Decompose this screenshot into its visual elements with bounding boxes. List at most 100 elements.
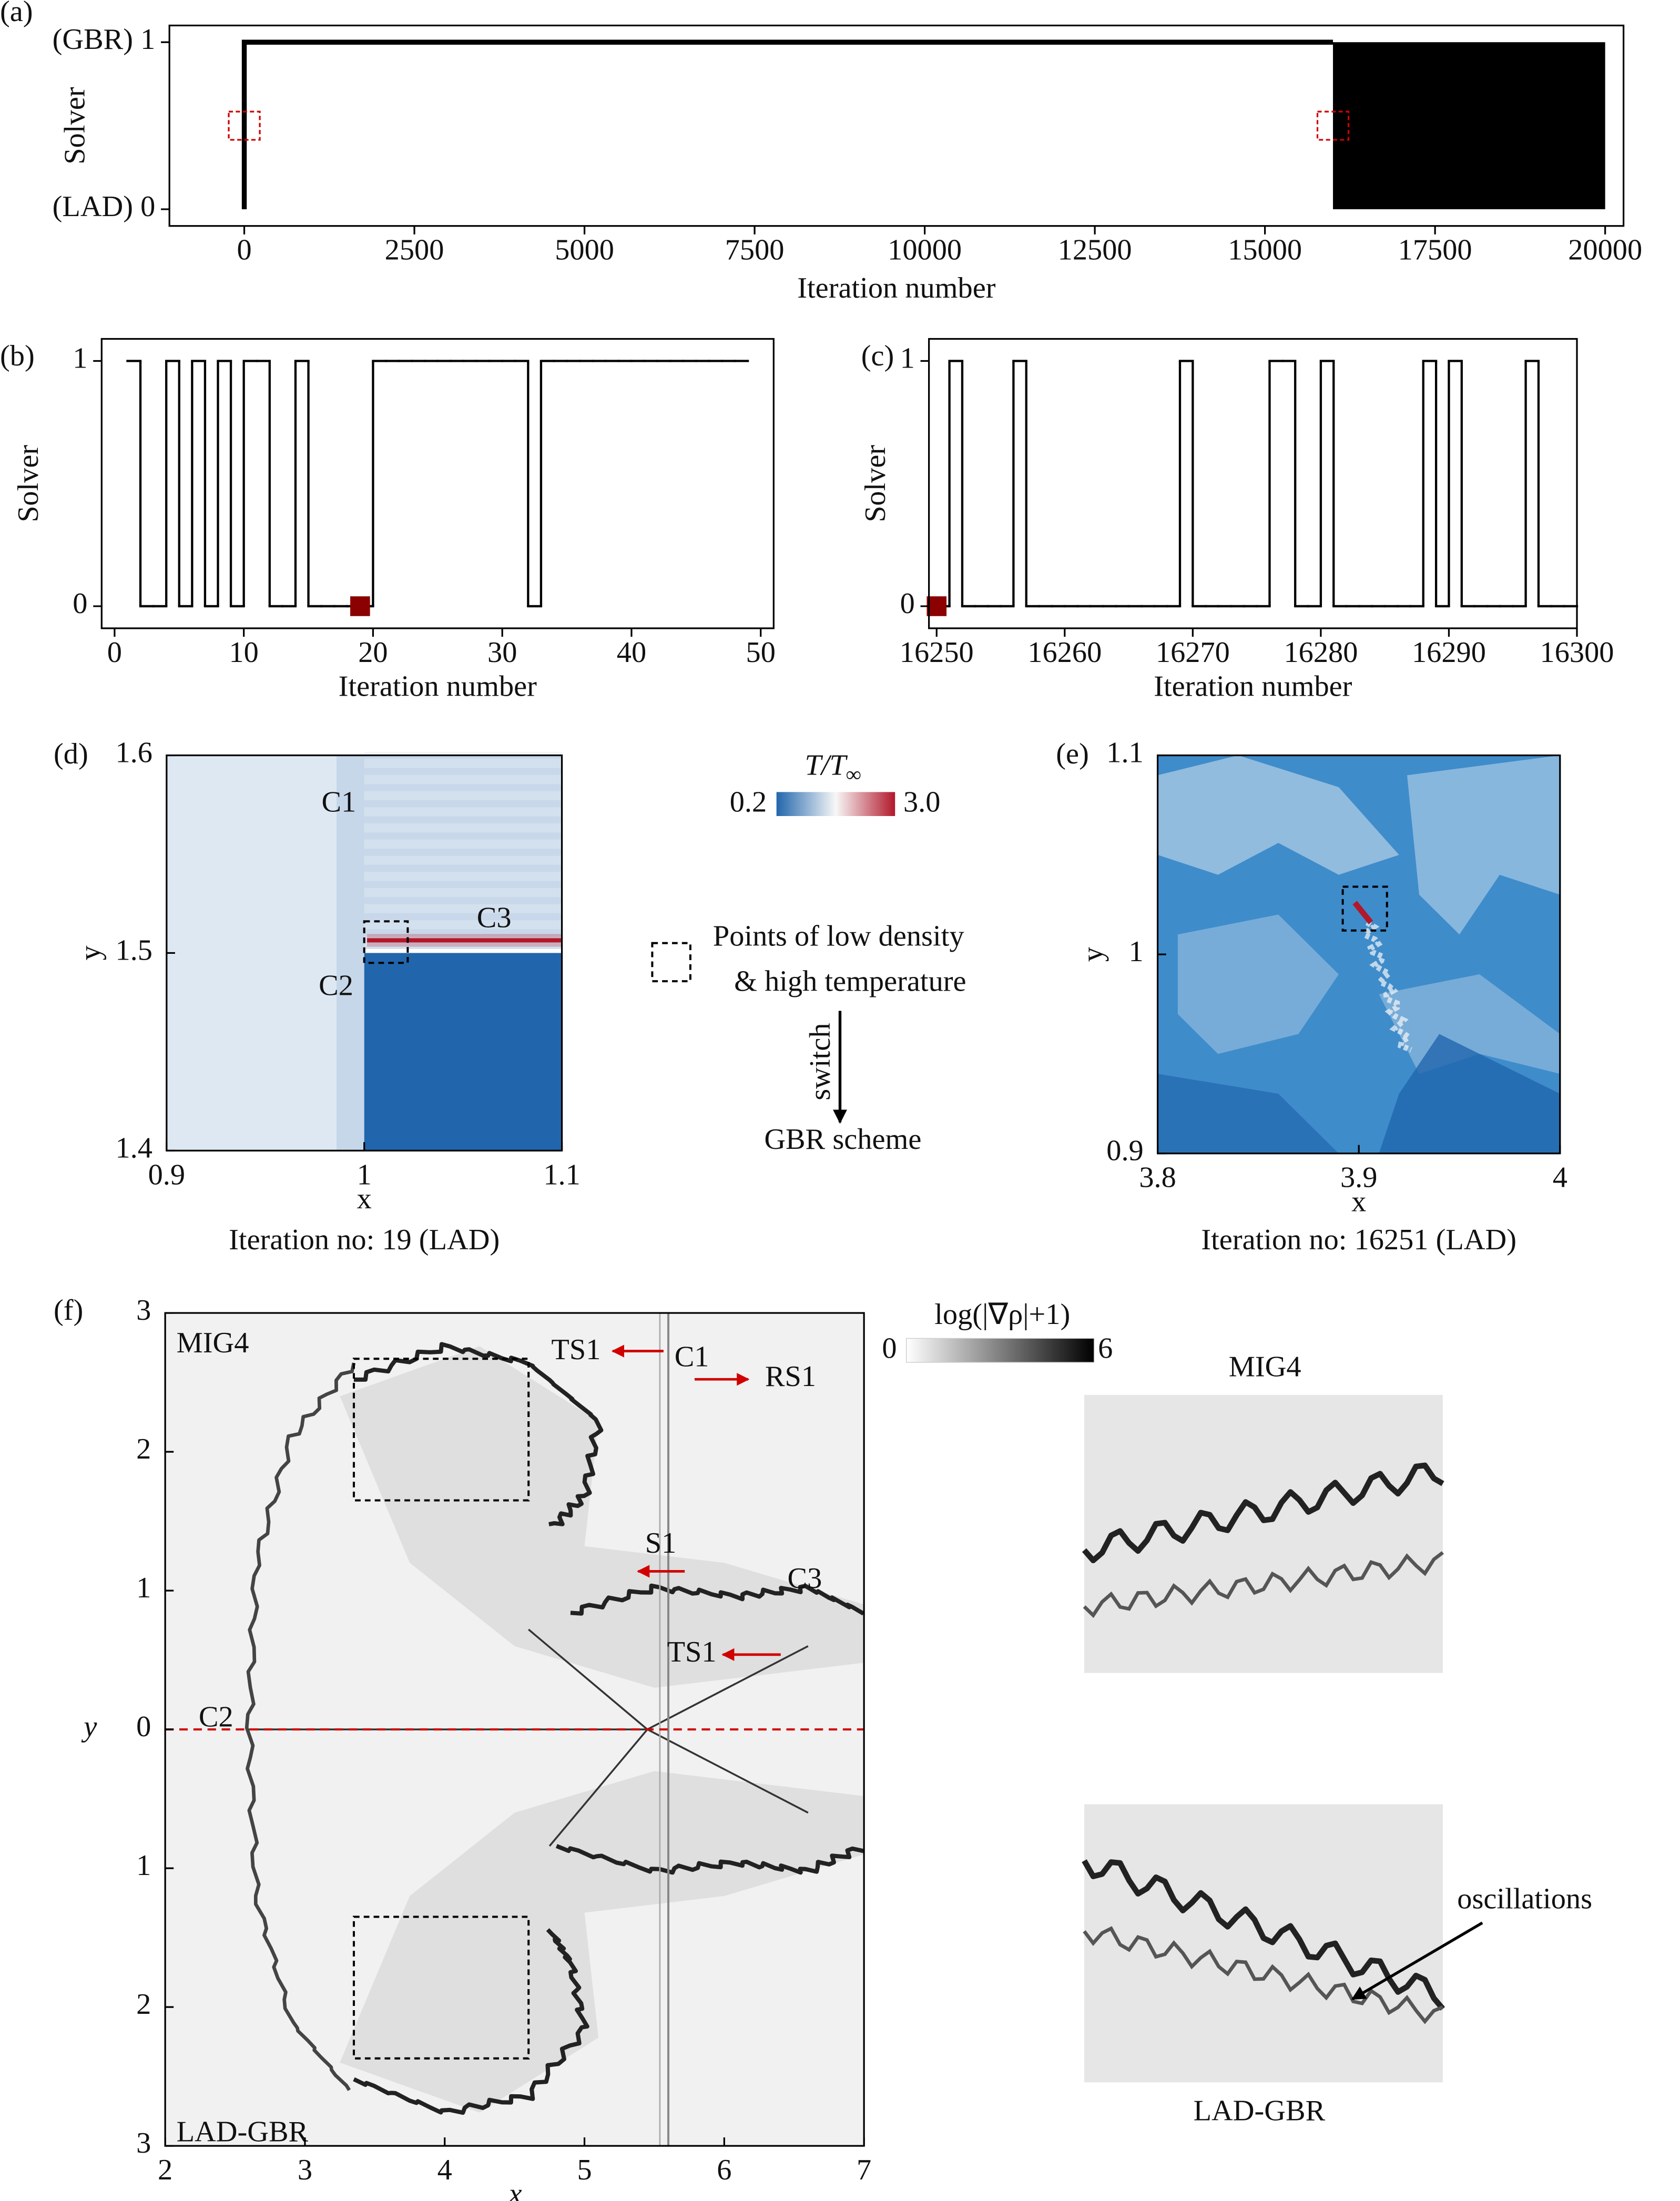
switch-target: GBR scheme	[764, 1123, 921, 1156]
heatmap-region	[166, 755, 364, 1151]
colorbar-title: log(|∇ρ|+1)	[934, 1298, 1070, 1331]
panel: 0 2500 5000 7500 10000 12500 15000 17500 20000 (L…	[53, 23, 1643, 304]
y-tick-label: 1.5	[115, 934, 152, 966]
panel-label: (d)	[54, 738, 88, 770]
colorbar-tick-label: 0	[882, 1332, 897, 1365]
x-tick-label: 17500	[1398, 234, 1472, 267]
shock-line	[647, 1728, 809, 1814]
heatmap-band	[337, 755, 364, 1151]
y-tick-label: 2	[136, 1988, 151, 2021]
x-tick-label: 3	[298, 2154, 312, 2186]
arrow-label: switch	[804, 1023, 837, 1100]
y-axis-label: y	[74, 945, 107, 960]
colorbar-title: T/T∞	[805, 749, 861, 786]
colorbar-tick-label: 3.0	[903, 786, 940, 818]
caption: Iteration no: 16251 (LAD)	[1201, 1224, 1516, 1256]
panel-label: (b)	[0, 340, 35, 372]
x-axis-label: x	[508, 2178, 522, 2201]
legend-text: & high temperature	[734, 965, 966, 997]
colorbar-title-sub: ∞	[846, 762, 861, 786]
x-tick-label: 15000	[1228, 234, 1302, 267]
annotation: C2	[199, 1700, 233, 1733]
x-tick-label: 1	[357, 1158, 372, 1191]
panel-label: (a)	[0, 0, 33, 28]
inset-interface	[1082, 1859, 1445, 2011]
plot-frame	[928, 338, 1578, 629]
x-tick-label: 10	[229, 636, 258, 669]
annotation: C3	[787, 1562, 822, 1595]
y-tick-label: 1	[73, 342, 87, 374]
annotation: C1	[675, 1341, 709, 1373]
callout-arrow	[1351, 1921, 1483, 2001]
inset-callout: oscillations	[1457, 1883, 1592, 1915]
annotation: MIG4	[177, 1327, 249, 1359]
x-tick-label: 6	[717, 2154, 731, 2186]
panel-label: (f)	[54, 1294, 83, 1327]
x-tick-label: 4	[1553, 1161, 1567, 1194]
y-tick-label: 1.1	[1106, 736, 1143, 769]
heatmap-hot-spot	[1352, 901, 1373, 924]
inset-interface	[1083, 1926, 1444, 2024]
x-tick-label: 16250	[900, 636, 974, 669]
marker	[926, 596, 947, 616]
colorbar-title-main: T/T	[805, 749, 848, 782]
heatmap-dark	[1379, 1034, 1560, 1154]
inset-image	[1084, 1394, 1443, 1673]
plot-frame	[100, 338, 775, 629]
y-tick-label: 3	[136, 1294, 151, 1327]
annotation: C2	[319, 969, 353, 1002]
heatmap-region	[364, 755, 562, 949]
annotation: C3	[477, 902, 512, 934]
x-tick-label: 20000	[1568, 234, 1642, 267]
y-tick-label: 3	[136, 2127, 151, 2159]
panel: 0 10 20 30 40 50 0 1 Solver Iteration number	[12, 338, 776, 702]
x-tick-label: 16270	[1156, 636, 1230, 669]
x-tick-label: 2	[158, 2154, 172, 2186]
heatmap-swirl	[1177, 914, 1339, 1054]
shock-line	[548, 1728, 648, 1847]
y-axis-label: Solver	[59, 87, 91, 164]
x-tick-label: 2500	[385, 234, 444, 267]
panel-label: (e)	[1056, 738, 1089, 770]
x-tick-label: 5000	[555, 234, 614, 267]
colorbar	[906, 1338, 1095, 1363]
x-axis-label: x	[1351, 1185, 1366, 1218]
heatmap-filament	[1361, 920, 1414, 1053]
x-tick-label: 7	[857, 2154, 871, 2186]
annotation: LAD-GBR	[177, 2116, 309, 2148]
solver-line	[241, 39, 1333, 209]
y-tick-label: 0	[900, 587, 915, 620]
x-axis-label: Iteration number	[339, 670, 537, 702]
switching-region	[1333, 42, 1605, 209]
shock-line	[647, 1645, 809, 1730]
schlieren-region	[340, 1346, 864, 1688]
schlieren-feature	[555, 1844, 864, 1875]
marker	[350, 596, 370, 616]
colorbar-tick-label: 6	[1098, 1332, 1113, 1365]
heatmap-swirl	[1157, 755, 1399, 875]
y-tick-label: 0.9	[1106, 1135, 1143, 1167]
y-tick-label: 1	[1129, 935, 1144, 968]
y-tick-label: 1	[900, 342, 915, 374]
x-tick-label: 20	[358, 636, 388, 669]
inset-label: LAD-GBR	[1194, 2094, 1326, 2127]
x-tick-label: 16290	[1412, 636, 1486, 669]
panel: C1 C2 C3 0.9 1 1.1 1.4 1.5 1.6 y x Iteration no: 19…	[74, 736, 581, 1256]
x-tick-label: 50	[746, 636, 776, 669]
legend-swatch	[651, 942, 691, 983]
x-tick-label: 16300	[1540, 636, 1614, 669]
colorbar	[776, 792, 895, 816]
x-tick-label: 5	[577, 2154, 592, 2186]
inset-interface	[1082, 1462, 1444, 1564]
legend-text: Points of low density	[713, 920, 964, 953]
heatmap-dark	[1157, 1074, 1339, 1154]
y-tick-label: (GBR) 1	[53, 23, 156, 56]
x-tick-label: 3.9	[1340, 1161, 1377, 1194]
y-axis-label: y	[81, 1710, 97, 1743]
annotation: C1	[321, 786, 356, 818]
x-tick-label: 16280	[1284, 636, 1358, 669]
plot-frame	[168, 24, 1625, 227]
x-tick-label: 30	[487, 636, 517, 669]
